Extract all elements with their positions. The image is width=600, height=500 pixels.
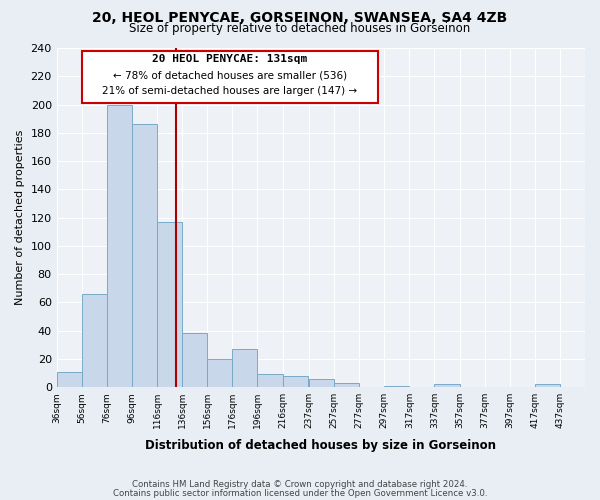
FancyBboxPatch shape (82, 51, 378, 103)
Bar (56, 372, 82, 387)
Bar (257, 374, 283, 387)
X-axis label: Distribution of detached houses by size in Gorseinon: Distribution of detached houses by size … (145, 440, 496, 452)
Text: 21% of semi-detached houses are larger (147) →: 21% of semi-detached houses are larger (… (102, 86, 358, 96)
Bar (132, 124, 157, 387)
Bar (107, 104, 132, 387)
Bar (182, 334, 207, 387)
Bar (434, 384, 460, 387)
Bar (384, 386, 409, 387)
Bar (207, 359, 232, 387)
Bar (334, 383, 359, 387)
Bar (535, 384, 560, 387)
Bar (232, 349, 257, 387)
Bar (157, 222, 182, 387)
Text: 20 HEOL PENYCAE: 131sqm: 20 HEOL PENYCAE: 131sqm (152, 54, 307, 64)
Bar (82, 294, 107, 387)
Text: ← 78% of detached houses are smaller (536): ← 78% of detached houses are smaller (53… (113, 70, 347, 81)
Text: Contains HM Land Registry data © Crown copyright and database right 2024.: Contains HM Land Registry data © Crown c… (132, 480, 468, 489)
Bar (309, 378, 334, 387)
Text: 20, HEOL PENYCAE, GORSEINON, SWANSEA, SA4 4ZB: 20, HEOL PENYCAE, GORSEINON, SWANSEA, SA… (92, 11, 508, 25)
Y-axis label: Number of detached properties: Number of detached properties (15, 130, 25, 306)
Bar (283, 376, 308, 387)
Text: Size of property relative to detached houses in Gorseinon: Size of property relative to detached ho… (130, 22, 470, 35)
Text: Contains public sector information licensed under the Open Government Licence v3: Contains public sector information licen… (113, 488, 487, 498)
